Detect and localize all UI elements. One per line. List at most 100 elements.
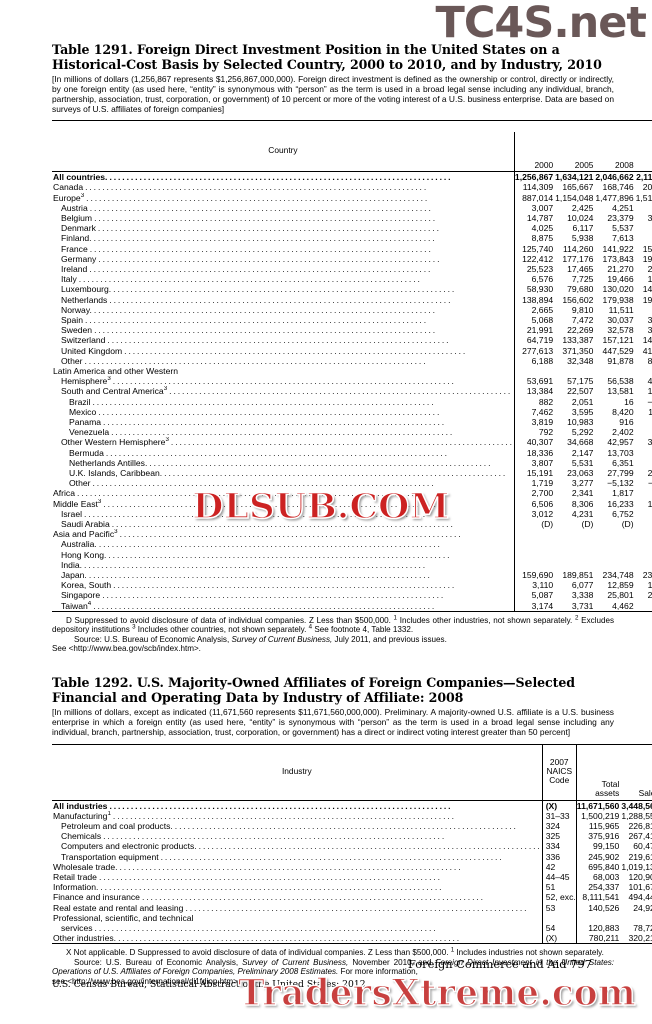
cell-value: 114,309	[513, 182, 556, 193]
table-row: Italy...................................…	[52, 274, 652, 285]
leader-dots: ........................................…	[93, 600, 437, 611]
row-label: Retail trade	[53, 872, 97, 883]
cell-value: 226,817	[628, 821, 652, 832]
table-1291-title: Table 1291. Foreign Direct Investment Po…	[52, 42, 602, 73]
leader-dots: ........................................…	[89, 243, 433, 254]
table-1292-body: All industries..........................…	[52, 799, 652, 946]
cell-value: 168,746	[602, 182, 634, 193]
table-row: Finance and insurance...................…	[52, 892, 652, 903]
cell-value	[513, 366, 556, 377]
leader-dots: ........................................…	[93, 233, 437, 244]
table-row: Hong Kong...............................…	[52, 549, 652, 560]
cell-value: 6,752	[612, 508, 634, 519]
row-label: Mexico	[69, 406, 97, 417]
cell-value: 56,538	[607, 376, 634, 387]
cell-value: 2,341	[571, 488, 594, 499]
leader-dots: ........................................…	[170, 437, 514, 448]
cell-value: 140,526	[575, 902, 622, 913]
cell-naics: 336	[541, 851, 577, 862]
cell-value: 179,938	[602, 294, 634, 305]
leader-dots: ........................................…	[100, 882, 444, 893]
table-row: Austria.................................…	[52, 202, 652, 213]
leader-dots: ........................................…	[78, 274, 422, 285]
cell-value: 10,983	[567, 417, 594, 428]
row-label: services	[61, 923, 93, 934]
cell-value: 24,925	[633, 902, 652, 913]
row-label: Petroleum and coal products.	[61, 821, 173, 832]
footnote-1292-defs: X Not applicable. D Suppressed to avoid …	[66, 948, 449, 958]
cell-naics: (X)	[541, 799, 577, 811]
cell-value: 13,581	[607, 386, 634, 397]
leader-dots: ........................................…	[141, 892, 485, 903]
table-row: Petroleum and coal products.............…	[52, 821, 652, 832]
header-naics: 2007 NAICS Code	[541, 743, 577, 801]
cell-value	[636, 366, 652, 376]
footnote-1291-source: Source: U.S. Bureau of Economic Analysis…	[74, 634, 447, 644]
table-row: Other Western Hemisphere3...............…	[52, 437, 652, 448]
row-label: Other	[61, 355, 83, 366]
row-label: Taiwan4	[61, 600, 92, 611]
table-1291-body: All countries...........................…	[52, 171, 652, 613]
cell-value: 157,921	[642, 243, 652, 254]
cell-value: 120,905	[628, 872, 652, 883]
leader-dots: ........................................…	[105, 447, 449, 458]
header-2009: 2009	[636, 132, 652, 172]
row-label: Finland.	[61, 233, 92, 244]
cell-value	[513, 539, 556, 550]
leader-dots: ........................................…	[169, 386, 513, 397]
row-label: Asia and Pacific3	[53, 529, 118, 540]
cell-value: 245,902	[575, 851, 622, 862]
cell-value: 6,077	[571, 580, 594, 591]
cell-value: 78,727	[633, 923, 652, 934]
row-label: Ireland	[61, 263, 88, 274]
cell-value: 68,003	[575, 872, 622, 883]
cell-value: 35,598	[647, 325, 652, 336]
cell-value: 695,840	[575, 861, 622, 873]
cell-value: 2,046,662	[595, 171, 636, 183]
table-row: Denmark.................................…	[52, 223, 652, 234]
cell-value: 5,087	[513, 590, 556, 601]
cell-value: 4,231	[571, 508, 594, 519]
table-row: India...................................…	[52, 559, 652, 571]
table-row: Korea, South............................…	[52, 580, 652, 591]
table-row: Asia and Pacific3.......................…	[52, 529, 652, 540]
leader-dots: ........................................…	[86, 192, 430, 203]
cell-naics: 31–33	[541, 810, 577, 822]
header-2005: 2005	[574, 159, 594, 170]
cell-value: 91,878	[607, 355, 634, 366]
table-row: Netherlands Antilles....................…	[52, 457, 652, 469]
table-row: Information.............................…	[52, 882, 652, 893]
row-label: Israel	[61, 508, 83, 519]
census-bureau-footer: U.S. Census Bureau, Statistical Abstract…	[52, 979, 366, 990]
cell-value: 3,448,568	[621, 799, 652, 811]
cell-value: 3,012	[513, 508, 556, 520]
cell-value: 120,883	[575, 923, 622, 934]
leader-dots: ........................................…	[113, 284, 457, 295]
cell-value: 1,205	[636, 488, 652, 498]
row-label: Europe3	[53, 192, 85, 203]
table-1291-headnote: [In millions of dollars (1,256,867 repre…	[52, 74, 614, 115]
cell-value: 9,951	[636, 305, 652, 315]
table-row: U.K. Islands, Caribbean.................…	[52, 468, 652, 479]
row-label: Germany	[61, 253, 97, 264]
cell-value: 99,150	[575, 841, 622, 852]
cell-value: 2,700	[513, 488, 556, 499]
header-country: Country	[268, 145, 298, 156]
row-label: Netherlands Antilles.	[69, 457, 148, 468]
header-total-assets: Total assets	[575, 743, 622, 801]
leader-dots: ........................................…	[164, 468, 508, 479]
cell-value: 157,121	[602, 335, 634, 346]
cell-value: 13,503	[647, 580, 652, 591]
table-row: Middle East3............................…	[52, 498, 652, 509]
cell-value: 3,595	[571, 406, 594, 417]
row-label: Venezuela	[69, 427, 110, 438]
table-row: Panama..................................…	[52, 417, 652, 428]
cell-value	[555, 560, 595, 570]
cell-value: 7,613	[612, 233, 634, 244]
cell-value: 19,466	[607, 274, 634, 285]
cell-value: 101,672	[628, 882, 652, 893]
page-content: Table 1291. Foreign Direct Investment Po…	[52, 0, 652, 986]
cell-naics: (X)	[541, 933, 577, 944]
table-row: Wholesale trade.........................…	[52, 861, 652, 873]
